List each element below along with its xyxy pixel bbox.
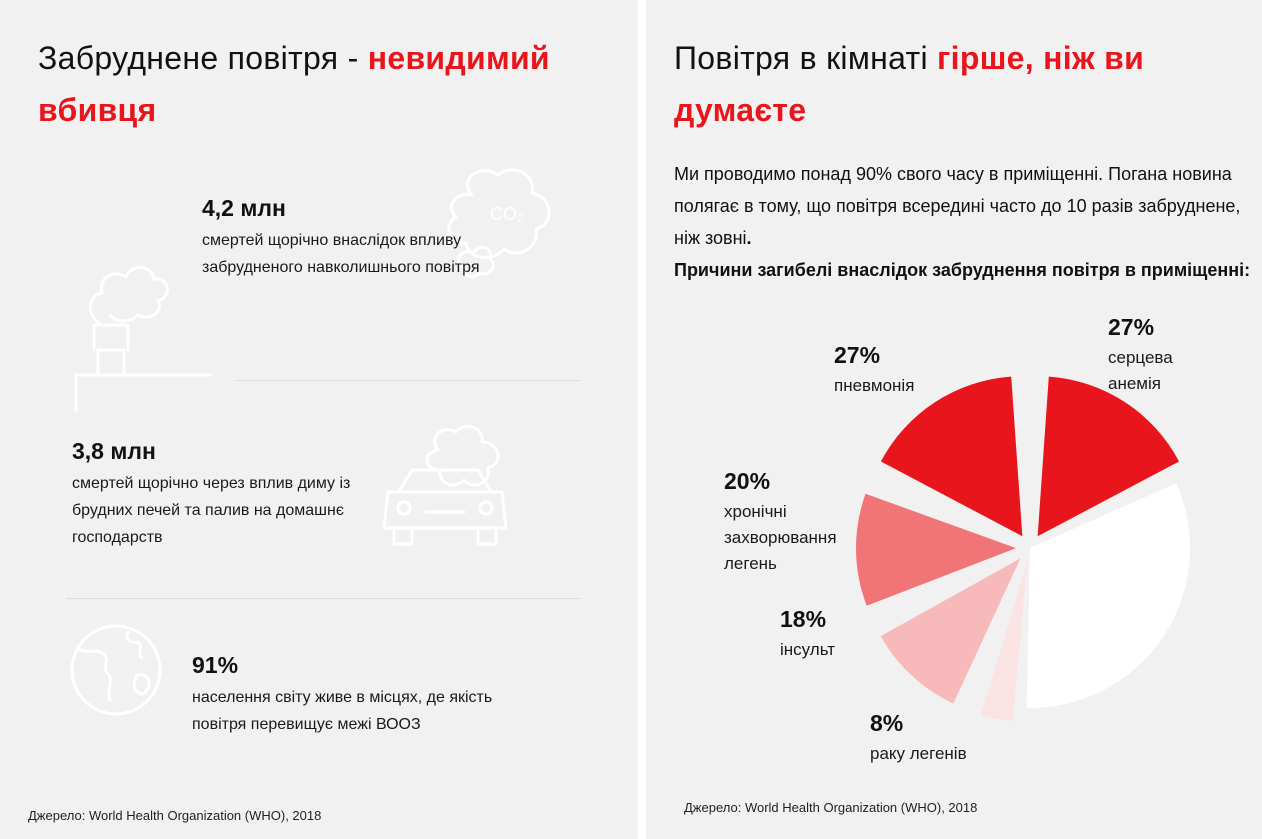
pie-label-copd: 20% хронічні захворювання легень: [724, 466, 874, 577]
pie-slice-other: [1026, 483, 1190, 708]
pie-slice-18pct: [880, 558, 1021, 704]
left-panel: Забруднене повітря - невидимий вбивця CO…: [0, 0, 638, 839]
co2-label: CO₂: [490, 204, 524, 224]
pie-label-name: раку легенів: [870, 744, 967, 763]
pie-label-name: інсульт: [780, 640, 836, 659]
right-title: Повітря в кімнаті гірше, ніж ви думаєте: [674, 32, 1244, 136]
pie-label-value: 18%: [780, 606, 827, 632]
pie-label-pneumonia: 27% пневмонія: [834, 340, 914, 399]
stat-population-share: 91% населення світу живе в місцях, де як…: [192, 650, 522, 738]
pie-slice-8pct: [981, 561, 1028, 722]
car-exhaust-icon: [382, 425, 508, 546]
pie-label-stroke: 18% інсульт: [780, 604, 835, 663]
stat-household-deaths: 3,8 млн смертей щорічно через вплив диму…: [72, 436, 392, 551]
left-title-prefix: Забруднене повітря -: [38, 40, 368, 76]
right-panel: Повітря в кімнаті гірше, ніж ви думаєте …: [646, 0, 1262, 839]
pie-label-value: 27%: [834, 342, 881, 368]
source-note: Джерело: World Health Organization (WHO)…: [684, 800, 978, 815]
stat-description: населення світу живе в місцях, де якість…: [192, 689, 493, 733]
stat-description: смертей щорічно через вплив диму із бруд…: [72, 475, 351, 546]
pie-label-anemia: 27% серцева анемія: [1108, 312, 1198, 397]
stat-value: 4,2 млн: [202, 195, 286, 221]
stat-outdoor-deaths: 4,2 млн смертей щорічно внаслідок впливу…: [202, 193, 532, 281]
intro-text: Ми проводимо понад 90% свого часу в прим…: [674, 158, 1254, 286]
pie-label-name: хронічні захворювання легень: [724, 502, 837, 573]
pie-label-value: 20%: [724, 468, 771, 494]
reasons-heading: Причини загибелі внаслідок забруднення п…: [674, 260, 1251, 280]
pie-label-value: 27%: [1108, 314, 1155, 340]
pie-chart: [856, 376, 1190, 722]
right-title-accent: гірше, ніж ви думаєте: [674, 40, 1145, 128]
factory-smoke-co2-icon: [74, 168, 551, 412]
pie-slice-27pct: [880, 376, 1023, 537]
pie-slice-27pct: [1037, 376, 1180, 537]
intro-body: Ми проводимо понад 90% свого часу в прим…: [674, 164, 1241, 248]
pie-slice-20pct: [856, 493, 1017, 606]
right-title-prefix: Повітря в кімнаті: [674, 40, 938, 76]
stat-description: смертей щорічно внаслідок впливу забрудн…: [202, 232, 480, 276]
divider: [235, 380, 580, 381]
globe-icon: [70, 624, 162, 716]
intro-end: .: [746, 228, 752, 248]
pie-label-name: серцева анемія: [1108, 348, 1173, 393]
source-note: Джерело: World Health Organization (WHO)…: [28, 808, 322, 823]
stat-value: 3,8 млн: [72, 438, 156, 464]
pie-label-lung-cancer: 8% раку легенів: [870, 708, 967, 767]
left-title-accent: невидимий вбивця: [38, 40, 550, 128]
stat-value: 91%: [192, 652, 239, 678]
pie-label-value: 8%: [870, 710, 904, 736]
pie-label-name: пневмонія: [834, 376, 915, 395]
left-title: Забруднене повітря - невидимий вбивця: [38, 32, 628, 136]
divider: [66, 598, 581, 599]
